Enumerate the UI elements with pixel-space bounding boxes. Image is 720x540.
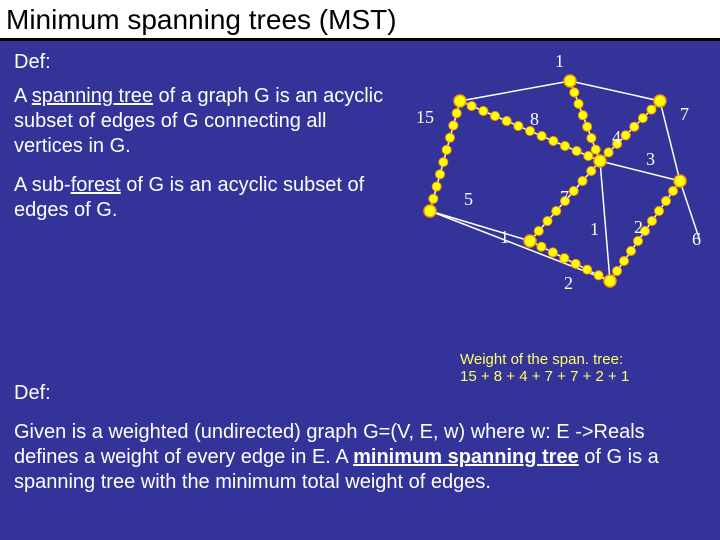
svg-text:4: 4 <box>612 127 621 147</box>
svg-text:7: 7 <box>560 187 569 207</box>
svg-text:15: 15 <box>416 107 434 127</box>
definition-mst: Given is a weighted (undirected) graph G… <box>14 420 706 495</box>
graph-svg: 1 15 8 4 7 3 7 1 2 5 1 2 6 <box>400 51 710 311</box>
text: A sub- <box>14 174 71 196</box>
def-label-1: Def: <box>14 51 394 74</box>
definition-sub-forest: A sub-forest of G is an acyclic subset o… <box>14 173 394 223</box>
graph-diagram: 1 15 8 4 7 3 7 1 2 5 1 2 6 <box>400 51 710 311</box>
page-title: Minimum spanning trees (MST) <box>0 0 720 41</box>
term-spanning-tree: spanning tree <box>32 85 153 107</box>
definition-spanning-tree: A spanning tree of a graph G is an acycl… <box>14 84 394 159</box>
text: A <box>14 85 32 107</box>
hand-line-1: Weight of the span. tree: <box>460 351 629 368</box>
svg-text:3: 3 <box>646 149 655 169</box>
def-label-2: Def: <box>14 382 51 405</box>
svg-text:1: 1 <box>555 51 564 71</box>
term-forest: forest <box>71 174 121 196</box>
left-column: Def: A spanning tree of a graph G is an … <box>14 51 394 223</box>
svg-text:5: 5 <box>464 189 473 209</box>
svg-text:7: 7 <box>680 104 689 124</box>
svg-text:1: 1 <box>500 227 509 247</box>
content-area: Def: A spanning tree of a graph G is an … <box>0 41 720 247</box>
svg-text:2: 2 <box>564 273 573 293</box>
svg-text:1: 1 <box>590 219 599 239</box>
handwritten-note: Weight of the span. tree: 15 + 8 + 4 + 7… <box>460 351 629 386</box>
term-mst: minimum spanning tree <box>353 446 579 468</box>
svg-text:2: 2 <box>634 217 643 237</box>
svg-text:8: 8 <box>530 109 539 129</box>
hand-line-2: 15 + 8 + 4 + 7 + 7 + 2 + 1 <box>460 368 629 385</box>
svg-text:6: 6 <box>692 229 701 249</box>
